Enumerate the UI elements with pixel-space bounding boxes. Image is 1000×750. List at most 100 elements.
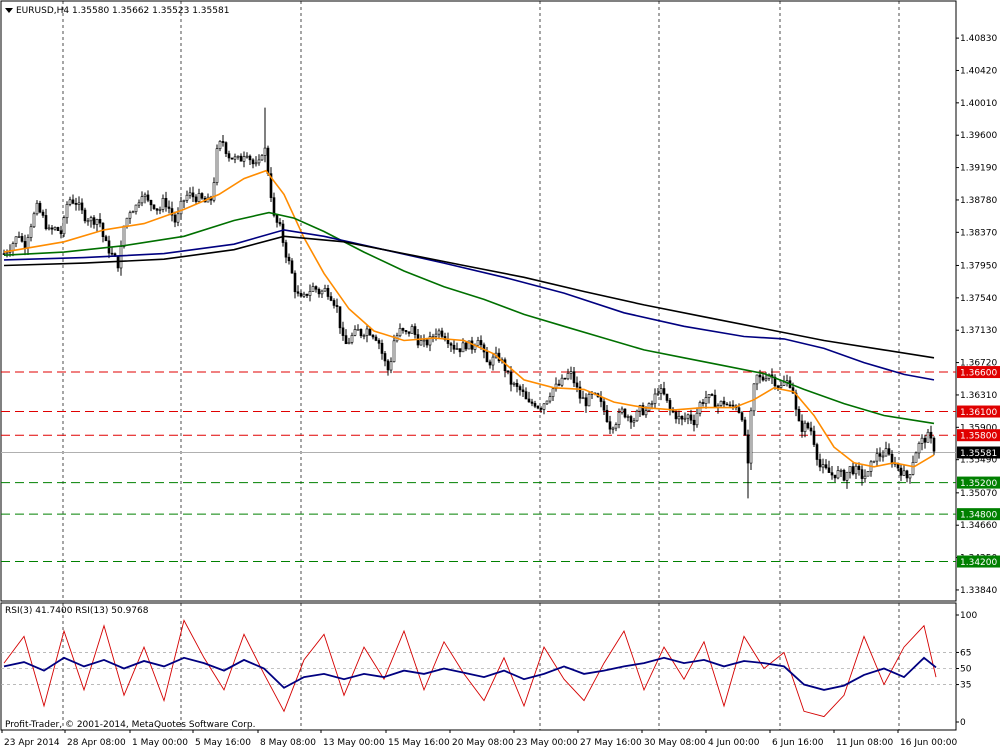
- level-label-bg-3: [957, 476, 1000, 489]
- candle-body: [926, 431, 930, 443]
- candle-body: [26, 237, 30, 249]
- candle-body: [683, 417, 687, 420]
- candle-body: [782, 381, 786, 386]
- candlesticks: [2, 107, 936, 499]
- candle-body: [161, 198, 165, 210]
- candle-body: [362, 335, 366, 337]
- candle-body: [656, 392, 660, 395]
- candle-body: [665, 393, 669, 401]
- level-label-0: 1.36600: [960, 369, 997, 379]
- time-tick-label-8: 23 May 00:00: [516, 738, 578, 748]
- candle-body: [704, 397, 708, 404]
- candle-body: [287, 256, 291, 262]
- candle-body: [365, 328, 369, 336]
- price-labels: 1.36600 1.36100 1.35800 1.35200 1.34800 1.342…: [957, 366, 1000, 568]
- candle-body: [137, 202, 141, 206]
- candle-body: [584, 397, 588, 407]
- candle-body: [350, 334, 354, 343]
- candle-body: [887, 448, 891, 455]
- candle-body: [23, 241, 27, 249]
- candle-body: [293, 272, 297, 293]
- candle-body: [608, 421, 612, 430]
- candle-body: [761, 376, 765, 381]
- candle-body: [806, 422, 810, 429]
- candle-body: [668, 400, 672, 410]
- candle-body: [905, 470, 909, 479]
- candle-body: [134, 204, 138, 212]
- candle-body: [512, 382, 516, 385]
- candle-body: [776, 385, 780, 388]
- candle-body: [245, 155, 249, 158]
- candle-body: [452, 344, 456, 350]
- candle-body: [440, 330, 444, 337]
- candle-body: [569, 371, 573, 374]
- rsi-line-rsi13: [3, 656, 937, 691]
- candle-body: [62, 217, 66, 235]
- candle-body: [71, 199, 75, 204]
- candle-body: [317, 288, 321, 295]
- candle-body: [851, 466, 855, 475]
- candle-body: [86, 220, 90, 223]
- candle-body: [236, 155, 240, 158]
- level-label-4: 1.34800: [960, 511, 997, 521]
- candle-body: [422, 339, 426, 342]
- candle-body: [917, 443, 921, 454]
- candle-body: [341, 327, 345, 336]
- candle-body: [515, 382, 519, 387]
- candle-body: [227, 153, 231, 159]
- candle-body: [863, 475, 867, 479]
- candle-body: [521, 389, 525, 392]
- candle-body: [248, 155, 252, 161]
- candle-body: [266, 147, 270, 174]
- price-tick-label-2: 1.40010: [960, 99, 997, 109]
- candle-body: [155, 208, 159, 211]
- candle-body: [872, 460, 876, 463]
- candle-body: [581, 397, 585, 400]
- candle-body: [881, 455, 885, 458]
- candle-body: [68, 199, 72, 205]
- candle-body: [731, 404, 735, 407]
- candle-body: [386, 360, 390, 371]
- candle-body: [290, 260, 294, 274]
- candle-body: [233, 156, 237, 160]
- candle-body: [191, 192, 195, 198]
- dropdown-arrow-icon[interactable]: [5, 8, 13, 13]
- time-tick-label-1: 28 Apr 08:00: [67, 738, 126, 748]
- time-axis: 23 Apr 2014 28 Apr 08:00 1 May 00:00 5 May …: [1, 730, 957, 748]
- candle-body: [125, 217, 129, 227]
- time-tick-label-6: 15 May 16:00: [388, 738, 450, 748]
- candle-body: [98, 219, 102, 224]
- candle-body: [749, 410, 753, 464]
- level-label-3: 1.35200: [960, 479, 997, 489]
- price-tick-label-17: 1.33840: [960, 586, 997, 596]
- time-tick-label-4: 8 May 08:00: [260, 738, 316, 748]
- candle-body: [215, 148, 219, 183]
- price-tick-label-12: 1.35900: [960, 423, 997, 433]
- candle-body: [449, 343, 453, 346]
- candle-body: [755, 374, 759, 385]
- moving-average-line-2: [3, 229, 935, 381]
- price-tick-label-4: 1.39190: [960, 164, 997, 174]
- candle-body: [458, 348, 462, 353]
- candle-body: [56, 227, 60, 231]
- candle-body: [323, 287, 327, 292]
- candle-body: [296, 291, 300, 294]
- candle-body: [548, 396, 552, 402]
- candle-body: [884, 448, 888, 457]
- candle-body: [827, 467, 831, 473]
- candle-body: [80, 202, 84, 211]
- rsi-tick-label-3: 35: [960, 681, 971, 691]
- candle-body: [632, 420, 636, 423]
- candle-body: [524, 391, 528, 400]
- moving-average-line-0: [3, 169, 935, 468]
- candle-body: [542, 403, 546, 410]
- candle-body: [860, 469, 864, 479]
- candle-body: [707, 394, 711, 398]
- candle-body: [371, 334, 375, 338]
- rsi-tick-label-0: 100: [960, 611, 977, 621]
- candle-body: [809, 427, 813, 432]
- candle-body: [110, 252, 114, 255]
- candle-body: [461, 342, 465, 353]
- price-tick-label-0: 1.40830: [960, 34, 997, 44]
- candle-body: [818, 459, 822, 468]
